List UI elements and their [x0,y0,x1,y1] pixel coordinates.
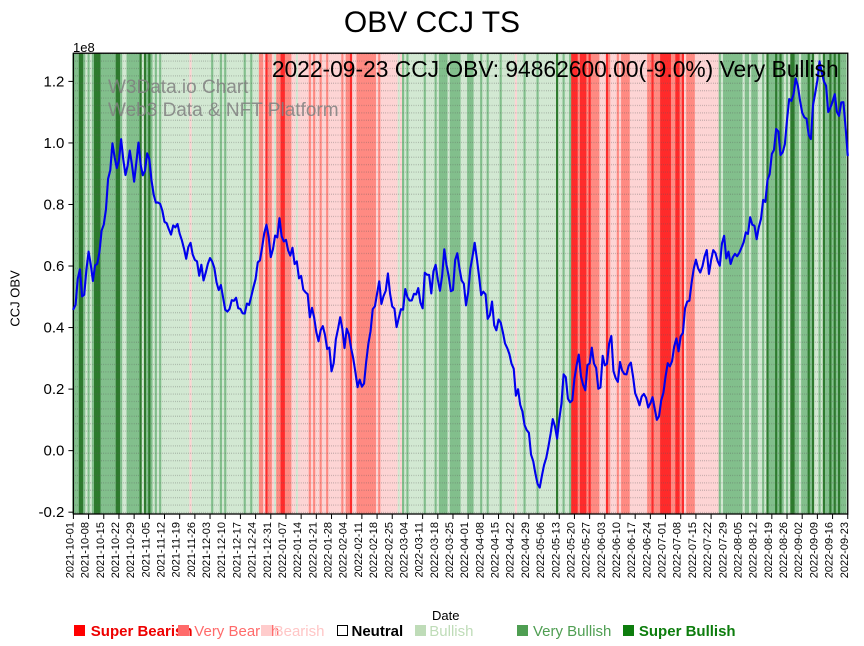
svg-text:2022-04-22: 2022-04-22 [505,522,517,578]
svg-text:2022-04-29: 2022-04-29 [520,522,532,578]
svg-text:2022-08-26: 2022-08-26 [778,522,790,578]
svg-text:2022-05-27: 2022-05-27 [581,522,593,578]
svg-text:2022-02-04: 2022-02-04 [338,522,350,578]
svg-text:2022-07-29: 2022-07-29 [717,522,729,578]
svg-text:2022-01-28: 2022-01-28 [323,522,335,578]
svg-text:2022-06-17: 2022-06-17 [626,522,638,578]
svg-text:2022-07-15: 2022-07-15 [687,522,699,578]
svg-text:2022-03-25: 2022-03-25 [444,522,456,578]
svg-text:2022-06-03: 2022-06-03 [596,522,608,578]
svg-text:2022-01-21: 2022-01-21 [307,522,319,578]
svg-text:2022-08-12: 2022-08-12 [748,522,760,578]
svg-text:2022-07-08: 2022-07-08 [672,522,684,578]
svg-text:2022-04-01: 2022-04-01 [459,522,471,578]
svg-text:0.8: 0.8 [44,196,65,213]
svg-text:2022-05-13: 2022-05-13 [550,522,562,578]
svg-text:-0.2: -0.2 [39,504,65,521]
svg-text:0.2: 0.2 [44,381,65,398]
svg-text:2021-10-15: 2021-10-15 [95,522,107,578]
svg-text:2022-02-18: 2022-02-18 [368,522,380,578]
svg-text:2022-03-04: 2022-03-04 [398,522,410,578]
svg-text:2022-06-24: 2022-06-24 [641,522,653,578]
svg-text:2021-11-12: 2021-11-12 [156,522,168,577]
svg-text:2022-09-23: 2022-09-23 [839,522,851,578]
svg-text:0.4: 0.4 [44,320,65,337]
svg-text:2021-12-10: 2021-12-10 [216,522,228,578]
svg-text:2022-05-20: 2022-05-20 [565,522,577,578]
svg-text:2021-12-31: 2021-12-31 [262,522,274,578]
svg-text:2022-01-07: 2022-01-07 [277,522,289,578]
svg-text:2021-10-29: 2021-10-29 [125,522,137,578]
svg-text:2021-10-01: 2021-10-01 [64,522,76,578]
svg-text:2022-02-11: 2022-02-11 [353,522,365,577]
svg-text:2022-09-02: 2022-09-02 [793,522,805,578]
svg-text:2022-02-25: 2022-02-25 [383,522,395,578]
svg-text:2021-10-22: 2021-10-22 [110,522,122,578]
svg-text:2022-05-06: 2022-05-06 [535,522,547,578]
svg-text:2021-12-17: 2021-12-17 [231,522,243,578]
svg-text:2022-07-22: 2022-07-22 [702,522,714,578]
svg-text:2022-04-08: 2022-04-08 [474,522,486,578]
svg-text:2021-11-26: 2021-11-26 [186,522,198,577]
svg-text:2022-06-10: 2022-06-10 [611,522,623,578]
svg-text:2022-03-11: 2022-03-11 [414,522,426,577]
svg-text:1.0: 1.0 [44,135,65,152]
svg-text:0.6: 0.6 [44,258,65,275]
svg-text:2022-08-05: 2022-08-05 [732,522,744,578]
svg-text:2021-11-05: 2021-11-05 [140,522,152,577]
svg-text:2022-07-01: 2022-07-01 [657,522,669,578]
svg-text:2022-03-18: 2022-03-18 [429,522,441,578]
svg-text:2022-09-09: 2022-09-09 [808,522,820,578]
svg-text:2022-01-14: 2022-01-14 [292,522,304,578]
svg-text:2022-08-19: 2022-08-19 [763,522,775,578]
svg-text:2021-12-03: 2021-12-03 [201,522,213,578]
svg-text:0.0: 0.0 [44,443,65,460]
svg-text:2022-04-15: 2022-04-15 [490,522,502,578]
svg-text:2021-10-08: 2021-10-08 [80,522,92,578]
svg-text:2021-12-24: 2021-12-24 [247,522,259,578]
svg-text:2021-11-19: 2021-11-19 [171,522,183,577]
svg-text:2022-09-16: 2022-09-16 [824,522,836,578]
